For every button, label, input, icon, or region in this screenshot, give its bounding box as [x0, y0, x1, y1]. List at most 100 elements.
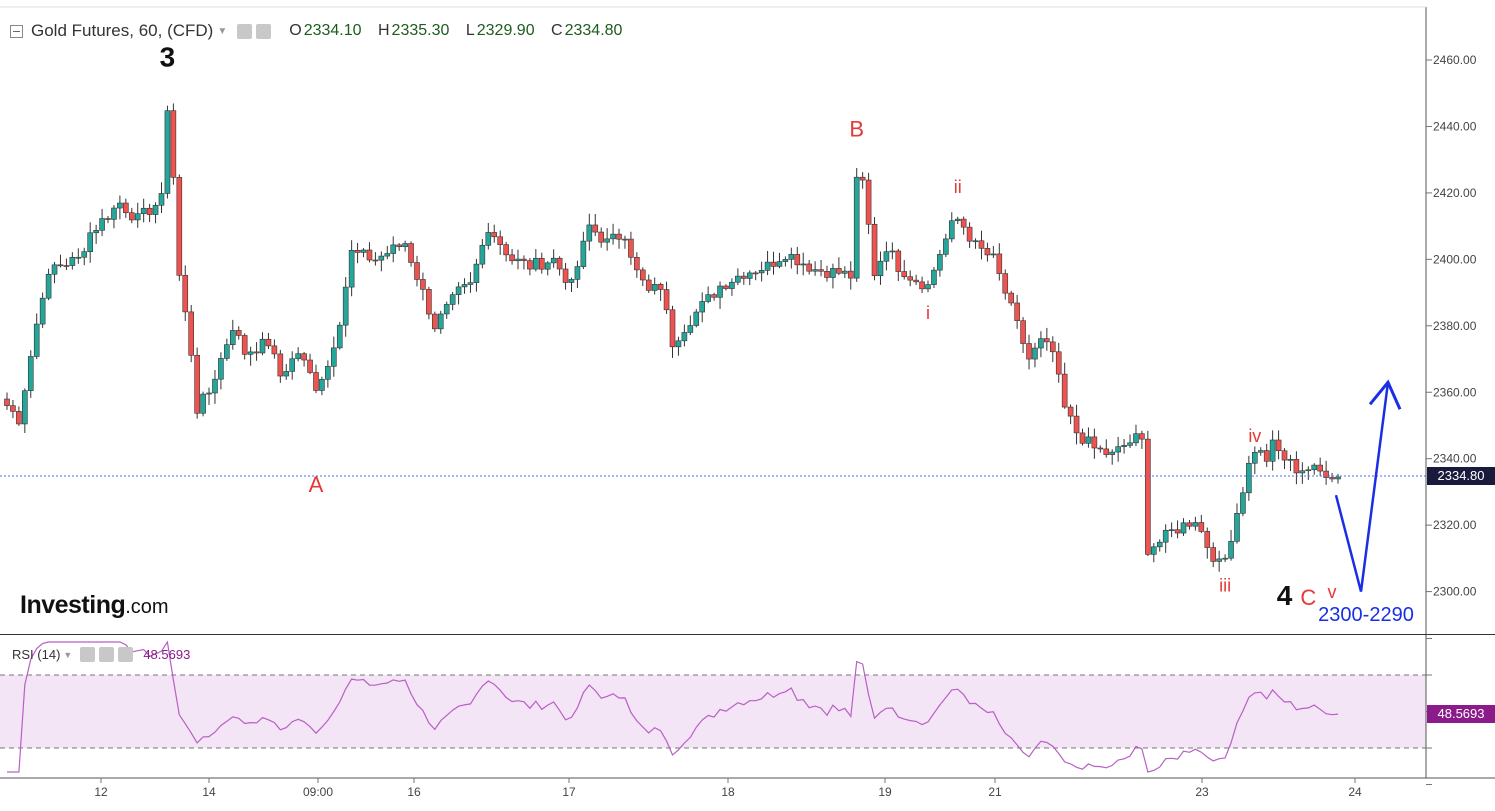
chart-title[interactable]: Gold Futures, 60, (CFD): [31, 21, 214, 40]
candle: [1186, 519, 1193, 530]
candle: [580, 231, 587, 270]
collapse-icon[interactable]: [10, 24, 23, 38]
candle: [705, 286, 711, 304]
candle-body: [1127, 442, 1133, 446]
candle-body: [348, 250, 355, 288]
candle-body: [443, 304, 450, 315]
candle: [1257, 447, 1264, 456]
candle: [491, 224, 498, 243]
candle: [1156, 539, 1163, 552]
candle: [1061, 362, 1068, 409]
candle-body: [919, 281, 925, 290]
candle-body: [39, 297, 46, 325]
candle-body: [390, 244, 397, 254]
candle: [140, 198, 147, 223]
candle: [152, 202, 159, 224]
candle-body: [1287, 458, 1294, 461]
candle: [1180, 518, 1187, 536]
candle: [984, 242, 991, 262]
candle: [1150, 543, 1157, 563]
candle-body: [806, 263, 812, 272]
chevron-down-icon[interactable]: ▼: [217, 25, 228, 37]
candle: [521, 255, 527, 270]
candle: [871, 217, 878, 281]
candle-body: [1026, 343, 1032, 360]
low-label: L: [465, 22, 475, 39]
x-tick-label: 09:00: [303, 785, 333, 799]
wave-label-ii: ii: [954, 177, 962, 197]
candle-body: [224, 344, 230, 359]
candle: [485, 223, 492, 250]
candle-body: [212, 378, 218, 394]
candle-body: [247, 351, 254, 355]
candle-body: [978, 240, 985, 249]
rsi-label[interactable]: RSI (14): [12, 647, 61, 662]
close-icon[interactable]: [118, 647, 134, 662]
gear-icon[interactable]: [256, 23, 272, 39]
candle-body: [188, 311, 195, 356]
candle-body: [681, 332, 688, 342]
candle-body: [229, 330, 236, 345]
candle: [657, 282, 664, 301]
candle: [414, 255, 420, 287]
candle-body: [93, 230, 99, 234]
candle: [182, 265, 189, 321]
eye-icon[interactable]: [237, 23, 253, 39]
candle-body: [354, 250, 361, 253]
candle: [1032, 342, 1038, 368]
candle-body: [1174, 529, 1181, 534]
candle-body: [723, 285, 729, 289]
candle-body: [1228, 540, 1234, 559]
eye-icon[interactable]: [80, 647, 96, 662]
candle: [538, 252, 545, 274]
candle: [1020, 317, 1026, 354]
candle: [1252, 446, 1258, 475]
candle: [354, 242, 361, 264]
chevron-down-icon[interactable]: ▼: [63, 649, 73, 660]
candle-body: [883, 251, 890, 262]
candle-body: [325, 366, 331, 380]
open-label: O: [289, 22, 302, 39]
candle: [812, 261, 818, 276]
wave-label-4: 4: [1277, 580, 1293, 611]
candle: [1139, 430, 1145, 449]
candle-body: [366, 249, 373, 261]
candle: [1121, 439, 1127, 454]
candle: [1299, 462, 1306, 484]
candle-body: [657, 284, 664, 290]
candle: [426, 286, 432, 320]
candle: [1055, 342, 1062, 383]
candle: [467, 272, 474, 293]
rsi-panel: [0, 640, 1426, 773]
candle-body: [99, 218, 105, 231]
candle-body: [1269, 439, 1276, 462]
candle: [1287, 454, 1294, 472]
candle-body: [146, 207, 153, 215]
candle-body: [182, 274, 189, 313]
candle: [735, 268, 741, 286]
candle: [639, 267, 646, 287]
candle: [1133, 424, 1139, 447]
candle-body: [960, 218, 967, 228]
candle-body: [1210, 547, 1217, 562]
candle-body: [865, 179, 872, 225]
candle: [437, 310, 444, 334]
candle: [420, 272, 426, 301]
candle-body: [639, 269, 646, 281]
candle-body: [336, 324, 343, 349]
candle-body: [170, 110, 177, 178]
candle-body: [996, 253, 1003, 274]
candle-body: [75, 256, 82, 259]
candle-body: [645, 279, 652, 291]
candle: [770, 251, 777, 275]
gear-icon[interactable]: [99, 647, 115, 662]
candle: [325, 360, 331, 388]
candle: [842, 266, 848, 279]
candle: [16, 406, 22, 426]
candle: [978, 230, 985, 260]
candle-body: [319, 379, 325, 391]
candle-body: [1252, 451, 1258, 464]
candle: [693, 309, 700, 328]
candle: [366, 242, 373, 263]
